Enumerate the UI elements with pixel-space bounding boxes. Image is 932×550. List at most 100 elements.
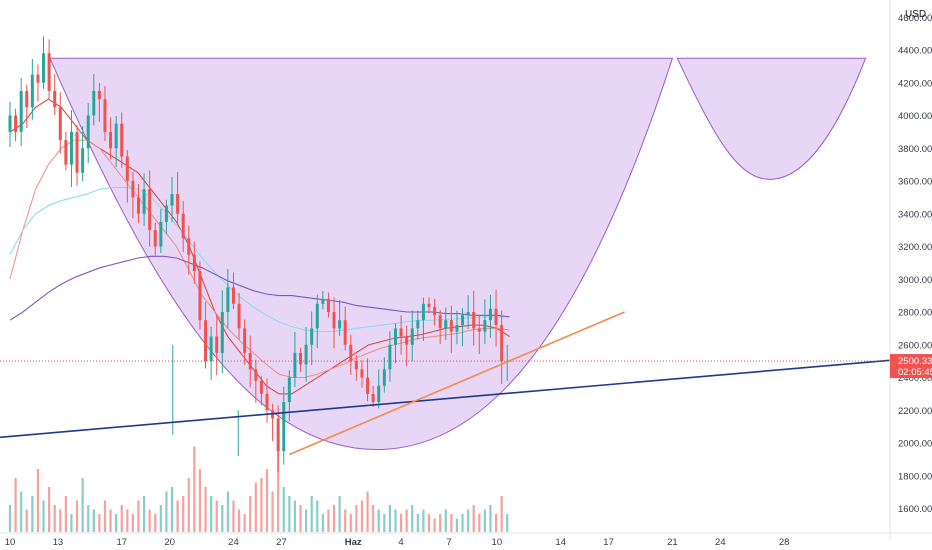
candle-body [58,107,62,141]
volume-bar [483,509,486,532]
volume-bar [265,469,269,532]
candle-body [237,303,241,329]
candle-body [421,303,425,321]
time-tick-label: 10 [492,537,503,548]
volume-bar [271,491,274,532]
candle-body [226,287,230,312]
time-axis[interactable]: 10 13 17 20 24 27 Haz 4 7 10 14 17 21 24 28 [0,532,932,548]
volume-bar [48,487,51,532]
currency-label: USD [905,9,926,20]
cup-and-handle-drawing [49,57,867,451]
volume-bar [338,496,341,532]
volume-bar [416,514,419,532]
volume-bar [500,496,503,532]
candle-body [30,74,34,108]
time-tick-label: 14 [555,537,566,548]
candle-body [209,336,213,362]
volume-bar [450,514,453,532]
candle-body [416,320,420,329]
candle-body [81,148,85,173]
volume-bar [148,509,151,532]
candle-body [153,230,157,247]
last-price-tag [890,354,932,379]
moving-average-line [9,187,510,333]
volume-bar [232,500,235,532]
volume-bar [221,505,224,532]
candle-body [176,194,180,214]
candle-body [366,377,370,394]
volume-bar [103,500,107,532]
candle-body [349,344,353,362]
time-tick-label: 27 [276,537,287,548]
volume-bar [187,478,190,532]
candle-body [131,181,135,198]
volume-bar [20,491,23,532]
price-tick-label: 2200.00 [898,406,932,417]
volume-bar [137,500,140,532]
volume-bar [237,509,241,532]
volume-bar [506,514,509,532]
volume-bar [388,505,392,532]
price-axis[interactable]: 1600.00 1800.00 2000.00 2200.00 2400.00 2600.… [889,0,932,540]
volume-bar [42,500,45,532]
candlesticks [8,36,509,472]
time-tick-label: 17 [603,537,614,548]
price-tick-label: 4400.00 [898,46,932,57]
volume-bar [411,505,414,532]
volume-bar [193,446,196,532]
candle-body [483,320,487,332]
time-tick-label: 24 [228,537,239,548]
volume-bar [461,514,464,532]
candle-body [326,298,330,312]
price-tick-label: 4200.00 [898,78,932,89]
volume-bar [59,509,62,532]
volume-bar [31,496,34,532]
candle-body [75,131,79,173]
candle-body [287,377,291,403]
volume-bar [215,500,218,532]
candle-body [382,369,386,386]
candle-body [449,320,453,332]
volume-bar [75,500,79,532]
time-tick-label: 24 [715,537,726,548]
volume-bar [64,496,67,532]
price-tick-label: 3000.00 [898,275,932,286]
candle-body [276,418,280,452]
price-tick-label: 1600.00 [898,504,932,515]
volume-bar [494,514,498,532]
last-price-value: 2500.33 [898,356,932,367]
candle-body [299,352,303,365]
volume-bar [249,496,252,532]
time-tick-label: 20 [164,537,175,548]
candle-body [304,344,308,365]
candle-body [103,99,107,132]
volume-bar [372,505,375,532]
candle-body [433,307,437,316]
volume-bar [154,514,157,532]
price-tick-label: 3400.00 [898,209,932,220]
price-tick-label: 3800.00 [898,144,932,155]
candle-body [438,315,442,329]
time-tick-label: 21 [667,537,678,548]
time-tick-label: 28 [779,537,790,548]
volume-bar [142,496,146,532]
volume-bar [120,505,123,532]
volume-bar [277,442,280,532]
time-tick-label: 4 [398,537,403,548]
cup-shape [49,57,674,451]
candle-body [86,115,90,149]
volume-bar [439,514,442,532]
candle-body [427,303,431,308]
volume-bar [427,514,431,532]
volume-bar [355,505,358,532]
candle-body [53,90,57,108]
candle-body [164,205,168,222]
candle-body [343,320,347,345]
volume-bar [131,514,135,532]
candle-body [293,352,297,378]
volume-bars [8,442,509,532]
candle-body [36,74,40,83]
time-tick-label: Haz [345,537,362,548]
candle-body [243,328,247,353]
